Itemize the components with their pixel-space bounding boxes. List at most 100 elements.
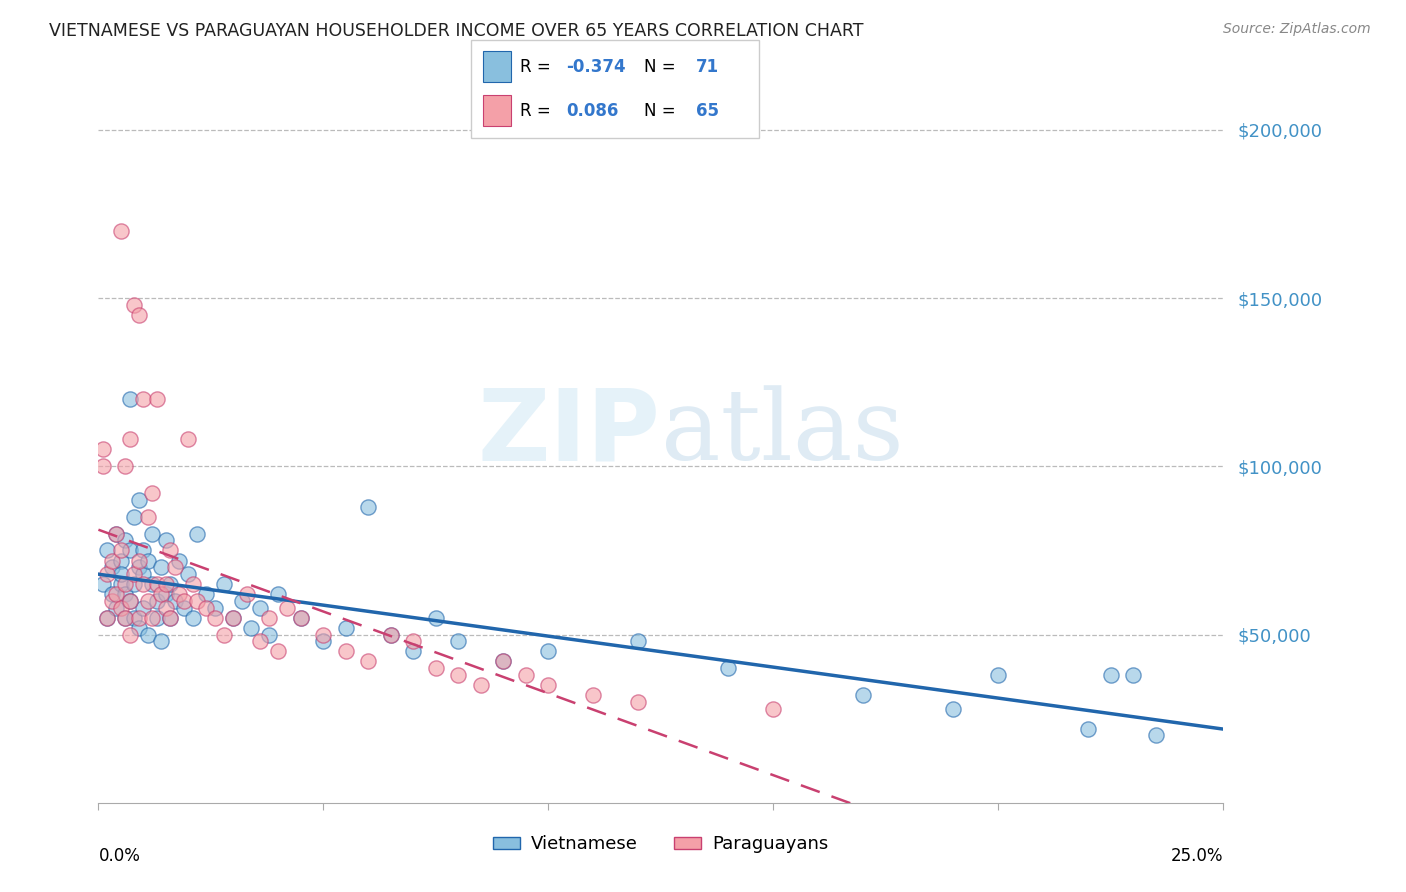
Point	[173, 594, 195, 608]
Point	[177, 566, 200, 581]
Point	[159, 577, 181, 591]
Point	[717, 661, 740, 675]
Point	[402, 644, 425, 658]
Point	[1122, 668, 1144, 682]
Point	[105, 587, 128, 601]
Point	[267, 644, 290, 658]
Point	[101, 553, 124, 567]
Point	[470, 678, 492, 692]
Point	[169, 587, 191, 601]
Point	[214, 627, 236, 641]
Point	[136, 594, 159, 608]
Point	[136, 553, 159, 567]
Text: R =: R =	[520, 58, 555, 76]
Point	[492, 655, 515, 669]
Point	[114, 610, 136, 624]
Point	[146, 392, 169, 406]
Point	[132, 392, 155, 406]
Point	[762, 701, 785, 715]
Point	[146, 577, 169, 591]
Point	[150, 560, 173, 574]
Point	[124, 566, 146, 581]
Point	[105, 526, 128, 541]
Point	[249, 634, 271, 648]
Point	[110, 600, 132, 615]
Point	[402, 634, 425, 648]
Text: VIETNAMESE VS PARAGUAYAN HOUSEHOLDER INCOME OVER 65 YEARS CORRELATION CHART: VIETNAMESE VS PARAGUAYAN HOUSEHOLDER INC…	[49, 22, 863, 40]
Point	[155, 577, 177, 591]
Point	[114, 610, 136, 624]
Point	[987, 668, 1010, 682]
Point	[222, 610, 245, 624]
Point	[181, 577, 204, 591]
Point	[425, 610, 447, 624]
Point	[132, 577, 155, 591]
Point	[159, 543, 181, 558]
Point	[105, 600, 128, 615]
Point	[114, 533, 136, 548]
Point	[186, 526, 208, 541]
Point	[259, 627, 281, 641]
Point	[357, 655, 380, 669]
Point	[173, 600, 195, 615]
Point	[110, 577, 132, 591]
Point	[114, 587, 136, 601]
Text: N =: N =	[644, 58, 681, 76]
FancyBboxPatch shape	[471, 40, 759, 138]
Point	[155, 533, 177, 548]
Point	[110, 566, 132, 581]
Point	[231, 594, 253, 608]
Point	[195, 600, 218, 615]
Point	[124, 509, 146, 524]
Text: -0.374: -0.374	[567, 58, 626, 76]
Point	[96, 610, 118, 624]
Point	[136, 627, 159, 641]
Point	[267, 587, 290, 601]
Point	[290, 610, 312, 624]
Point	[150, 634, 173, 648]
Point	[128, 553, 150, 567]
Point	[124, 298, 146, 312]
Point	[141, 610, 163, 624]
Point	[155, 600, 177, 615]
Point	[132, 543, 155, 558]
Point	[91, 577, 114, 591]
Point	[96, 566, 118, 581]
Point	[1099, 668, 1122, 682]
Point	[101, 587, 124, 601]
Point	[380, 627, 402, 641]
Point	[91, 442, 114, 457]
Point	[515, 668, 537, 682]
Point	[105, 526, 128, 541]
Point	[146, 610, 169, 624]
Point	[335, 644, 357, 658]
Point	[159, 610, 181, 624]
Point	[118, 627, 141, 641]
Text: N =: N =	[644, 102, 681, 120]
Point	[195, 587, 218, 601]
Point	[177, 433, 200, 447]
Point	[163, 594, 186, 608]
Point	[96, 610, 118, 624]
Text: 0.0%: 0.0%	[98, 847, 141, 865]
Text: R =: R =	[520, 102, 555, 120]
Point	[110, 224, 132, 238]
Point	[101, 594, 124, 608]
Point	[128, 492, 150, 507]
Point	[124, 577, 146, 591]
Point	[91, 459, 114, 474]
Text: Source: ZipAtlas.com: Source: ZipAtlas.com	[1223, 22, 1371, 37]
Text: 25.0%: 25.0%	[1171, 847, 1223, 865]
Point	[537, 644, 560, 658]
Point	[96, 543, 118, 558]
Point	[259, 610, 281, 624]
Point	[942, 701, 965, 715]
Point	[118, 543, 141, 558]
Point	[159, 610, 181, 624]
Point	[128, 560, 150, 574]
Point	[128, 610, 150, 624]
Point	[169, 553, 191, 567]
Point	[1144, 729, 1167, 743]
Point	[114, 577, 136, 591]
Point	[627, 695, 650, 709]
